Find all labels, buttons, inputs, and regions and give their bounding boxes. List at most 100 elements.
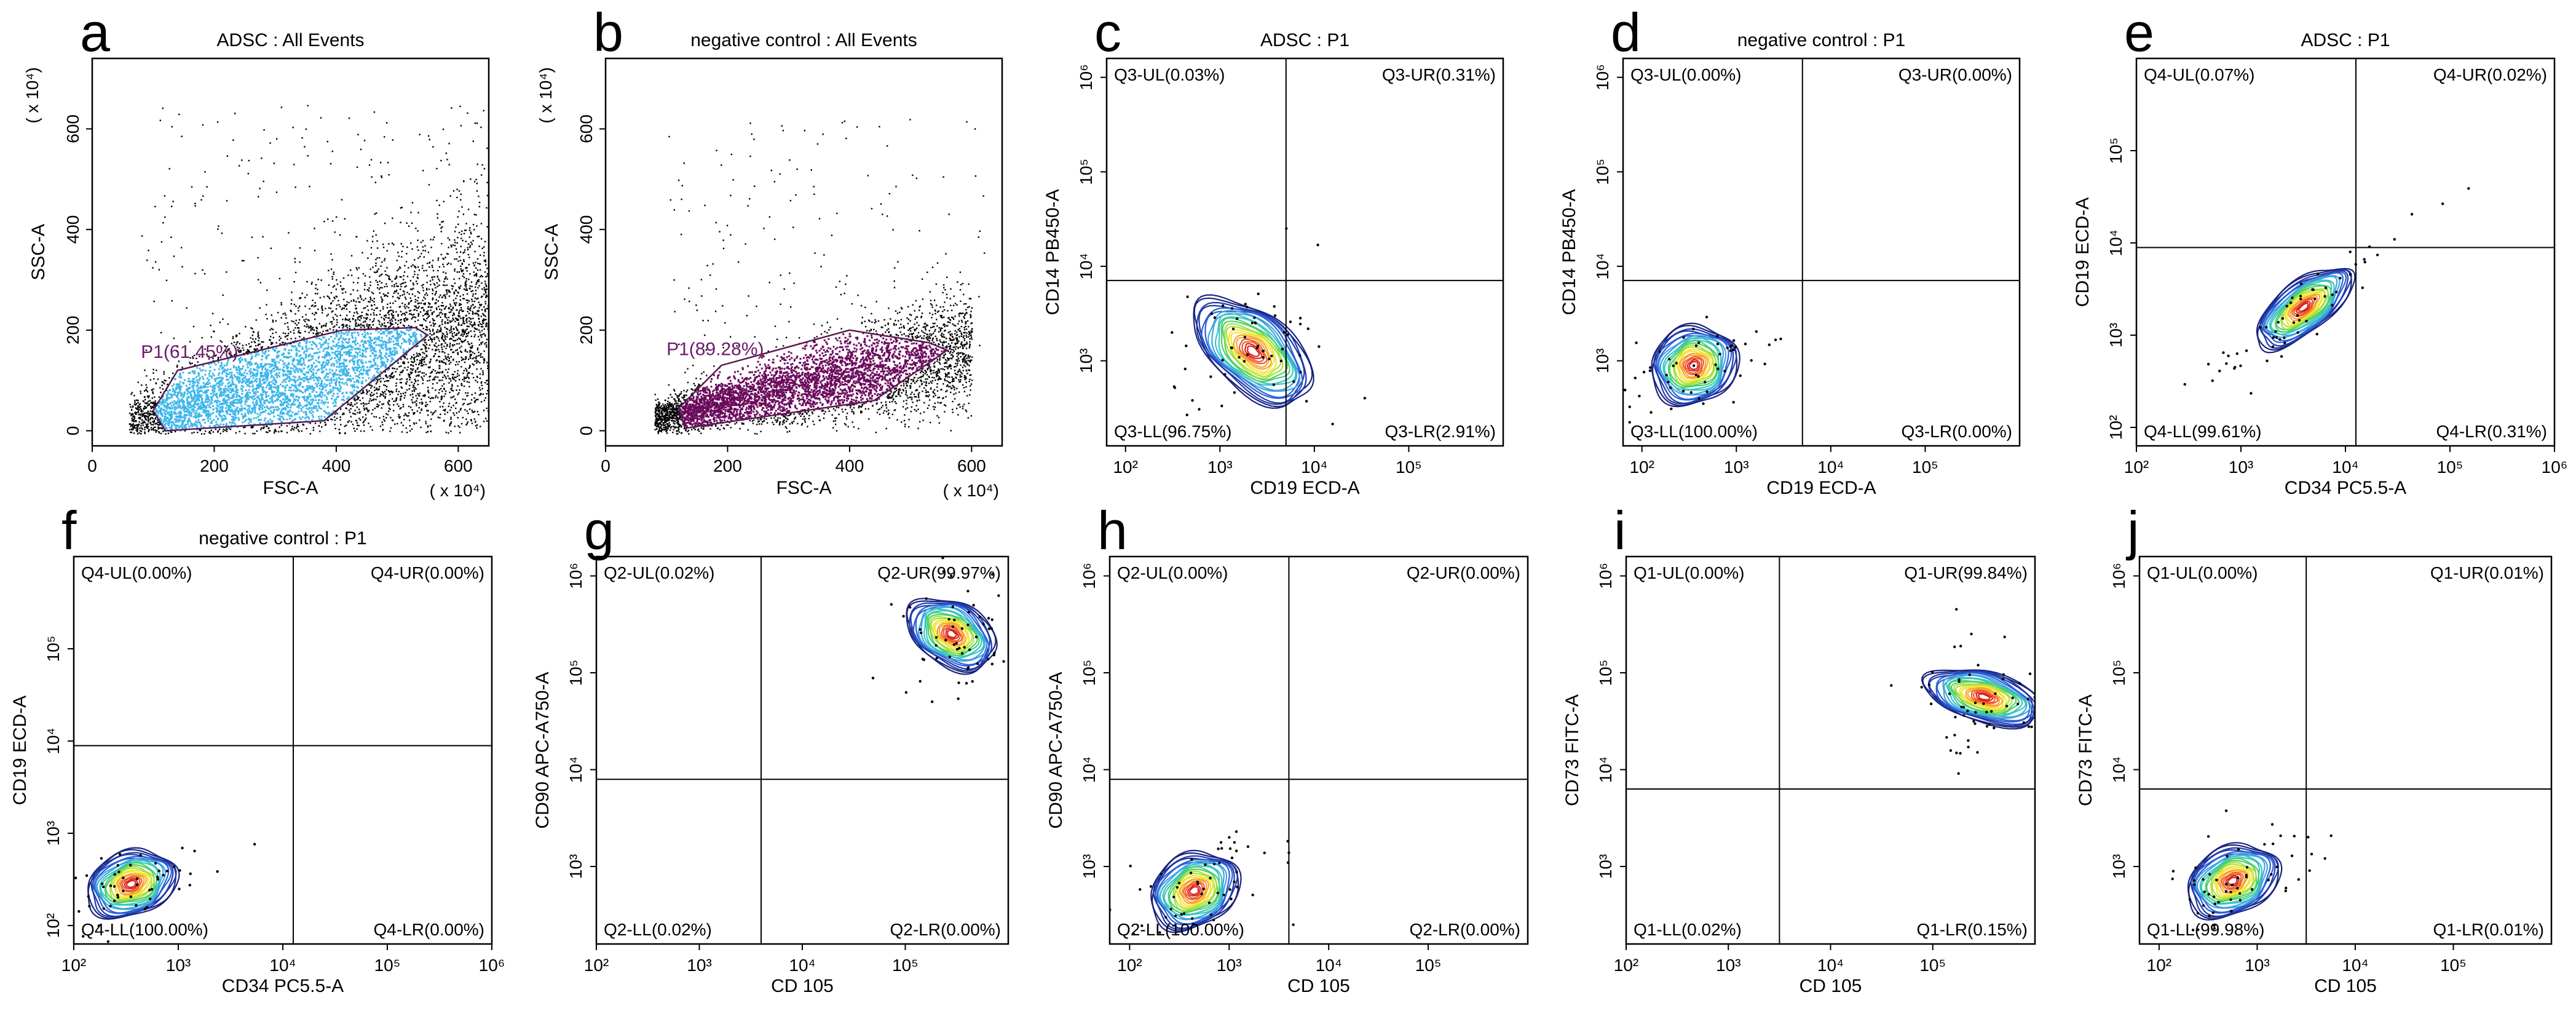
x-tick-label: 10⁴ xyxy=(1301,458,1327,477)
plot-frame xyxy=(73,555,493,945)
panel-d: d negative control : P1 CD19 ECD-A CD14 PB4… xyxy=(1559,2,2021,498)
quadrant-lr-label: Q2-LR(0.00%) xyxy=(890,920,1001,939)
gated-event-points xyxy=(679,332,946,428)
x-tick-label: 10² xyxy=(584,956,609,975)
plot-frame xyxy=(604,57,1003,447)
y-tick-label: 10³ xyxy=(1596,854,1615,879)
y-tick-label: 400 xyxy=(63,215,82,244)
y-axis-label: SSC-A xyxy=(542,224,562,280)
outlier-points xyxy=(1890,608,2035,775)
panel-e: e ADSC : P1 CD34 PC5.5-A CD19 ECD-A 10² 10³ 10… xyxy=(2072,2,2567,498)
x-tick-label: 0 xyxy=(601,456,610,475)
x-tick-label: 10⁵ xyxy=(1415,956,1442,975)
y-tick-label: 10⁶ xyxy=(1593,64,1612,90)
panel-a: a ADSC : All Events FSC-A SSC-A 0 200 400 600 0 2… xyxy=(23,2,490,500)
x-multiplier: ( x 10⁴) xyxy=(943,481,999,500)
y-tick-label: 10⁶ xyxy=(1080,563,1099,589)
outlier-points xyxy=(74,843,256,943)
plot-frame xyxy=(2135,57,2556,447)
x-tick-label: 10³ xyxy=(2229,458,2253,477)
y-multiplier: ( x 10⁴) xyxy=(23,67,42,123)
y-tick-label: 200 xyxy=(63,315,82,344)
y-tick-label: 10⁴ xyxy=(566,756,585,783)
y-axis-label: CD90 APC-A750-A xyxy=(532,672,553,828)
y-axis-label: CD19 ECD-A xyxy=(10,696,30,805)
panel-g: g CD 105 CD90 APC-A750-A 10² 10³ 10⁴ 10⁵ 10³ 10⁴… xyxy=(532,500,1009,996)
quadrant-lr-label: Q3-LR(2.91%) xyxy=(1385,422,1496,441)
y-axis-label: CD73 FITC-A xyxy=(2076,694,2096,806)
y-tick-label: 10⁴ xyxy=(44,728,63,754)
quadrant-lr-label: Q2-LR(0.00%) xyxy=(1409,920,1520,939)
x-tick-label: 10⁵ xyxy=(892,956,919,975)
gate-label: P1(61.45%) xyxy=(141,342,238,362)
y-tick-label: 10³ xyxy=(1077,348,1096,373)
outlier-points xyxy=(1171,227,1367,426)
x-tick-label: 400 xyxy=(322,456,351,475)
y-tick-label: 10² xyxy=(44,913,63,938)
y-tick-label: 600 xyxy=(577,114,596,143)
panel-h: h CD 105 CD90 APC-A750-A 10² 10³ 10⁴ 10⁵ 10³ 10⁴… xyxy=(1046,500,1529,996)
x-tick-label: 10⁶ xyxy=(2542,458,2568,477)
y-tick-label: 10⁵ xyxy=(2106,138,2125,164)
x-tick-label: 600 xyxy=(957,456,986,475)
y-multiplier: ( x 10⁴) xyxy=(536,67,555,123)
x-axis-label: CD34 PC5.5-A xyxy=(2285,478,2406,498)
y-tick-label: 10⁴ xyxy=(1077,253,1096,279)
event-points xyxy=(654,119,986,435)
x-tick-label: 10⁶ xyxy=(479,956,505,975)
y-tick-label: 10⁶ xyxy=(566,563,585,589)
quadrant-lr-label: Q3-LR(0.00%) xyxy=(1901,422,2012,441)
panel-j: j CD 105 CD73 FITC-A 10² 10³ 10⁴ 10⁵ 10³ 10⁴ 10⁵ 1… xyxy=(2076,500,2553,996)
plot-title: negative control : All Events xyxy=(690,30,917,50)
quadrant-ul-label: Q1-UL(0.00%) xyxy=(2147,563,2258,582)
x-tick-label: 10³ xyxy=(2245,956,2269,975)
y-tick-label: 400 xyxy=(577,215,596,244)
x-tick-label: 10⁴ xyxy=(1817,956,1844,975)
panel-i: i CD 105 CD73 FITC-A 10² 10³ 10⁴ 10⁵ 10³ 10⁴ 10⁵ 1… xyxy=(1562,500,2036,996)
density-contours xyxy=(1921,669,2035,730)
outlier-points xyxy=(2171,809,2333,932)
x-axis-label: CD19 ECD-A xyxy=(1766,478,1876,498)
quadrant-ll-label: Q3-LL(100.00%) xyxy=(1630,422,1758,441)
panel-c: c ADSC : P1 CD19 ECD-A CD14 PB450-A 10² 10³ 10… xyxy=(1043,2,1504,498)
outlier-points xyxy=(871,557,1008,704)
quadrant-ur-label: Q4-UR(0.00%) xyxy=(371,563,484,582)
y-tick-label: 10⁵ xyxy=(1593,159,1612,185)
y-axis-label: CD19 ECD-A xyxy=(2072,197,2093,307)
x-tick-label: 10² xyxy=(1614,956,1638,975)
y-tick-label: 200 xyxy=(577,315,596,344)
x-tick-label: 400 xyxy=(836,456,864,475)
x-tick-label: 10³ xyxy=(1207,458,1232,477)
y-tick-label: 10⁵ xyxy=(1080,660,1099,686)
x-axis-label: FSC-A xyxy=(776,478,832,498)
y-tick-label: 10⁴ xyxy=(2106,229,2125,256)
quadrant-ur-label: Q2-UR(0.00%) xyxy=(1407,563,1520,582)
x-axis-label: FSC-A xyxy=(263,478,318,498)
y-tick-label: 10⁵ xyxy=(1596,660,1615,686)
plot-area xyxy=(74,843,256,943)
plot-area xyxy=(2183,187,2470,395)
plot-frame xyxy=(1625,555,2036,945)
quadrant-ll-label: Q4-LL(99.61%) xyxy=(2144,422,2261,441)
plot-area xyxy=(1623,315,1782,424)
density-contours xyxy=(87,847,180,920)
y-tick-label: 10³ xyxy=(2106,323,2125,347)
quadrant-lr-label: Q4-LR(0.00%) xyxy=(373,920,484,939)
x-tick-label: 10² xyxy=(1117,956,1142,975)
x-tick-label: 10² xyxy=(1113,458,1137,477)
plot-frame xyxy=(1105,57,1504,447)
x-tick-label: 10³ xyxy=(166,956,191,975)
x-tick-label: 10⁵ xyxy=(374,956,401,975)
y-tick-label: 10⁴ xyxy=(1593,253,1612,279)
density-contours xyxy=(1193,294,1314,409)
y-tick-label: 0 xyxy=(577,426,596,436)
y-axis-label: CD14 PB450-A xyxy=(1559,189,1579,315)
y-tick-label: 600 xyxy=(63,114,82,143)
y-tick-label: 10⁵ xyxy=(1077,159,1096,185)
y-tick-label: 10³ xyxy=(1080,854,1099,879)
x-tick-label: 10⁴ xyxy=(789,956,815,975)
plot-title: ADSC : P1 xyxy=(1260,30,1349,50)
y-tick-label: 10⁵ xyxy=(44,636,63,662)
panel-f: f negative control : P1 CD34 PC5.5-A CD19 E… xyxy=(10,500,505,996)
panel-letter: g xyxy=(584,500,614,561)
